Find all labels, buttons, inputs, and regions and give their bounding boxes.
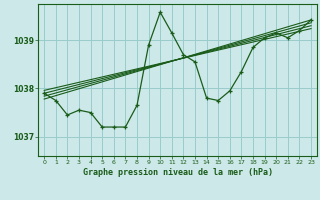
X-axis label: Graphe pression niveau de la mer (hPa): Graphe pression niveau de la mer (hPa) [83,168,273,177]
